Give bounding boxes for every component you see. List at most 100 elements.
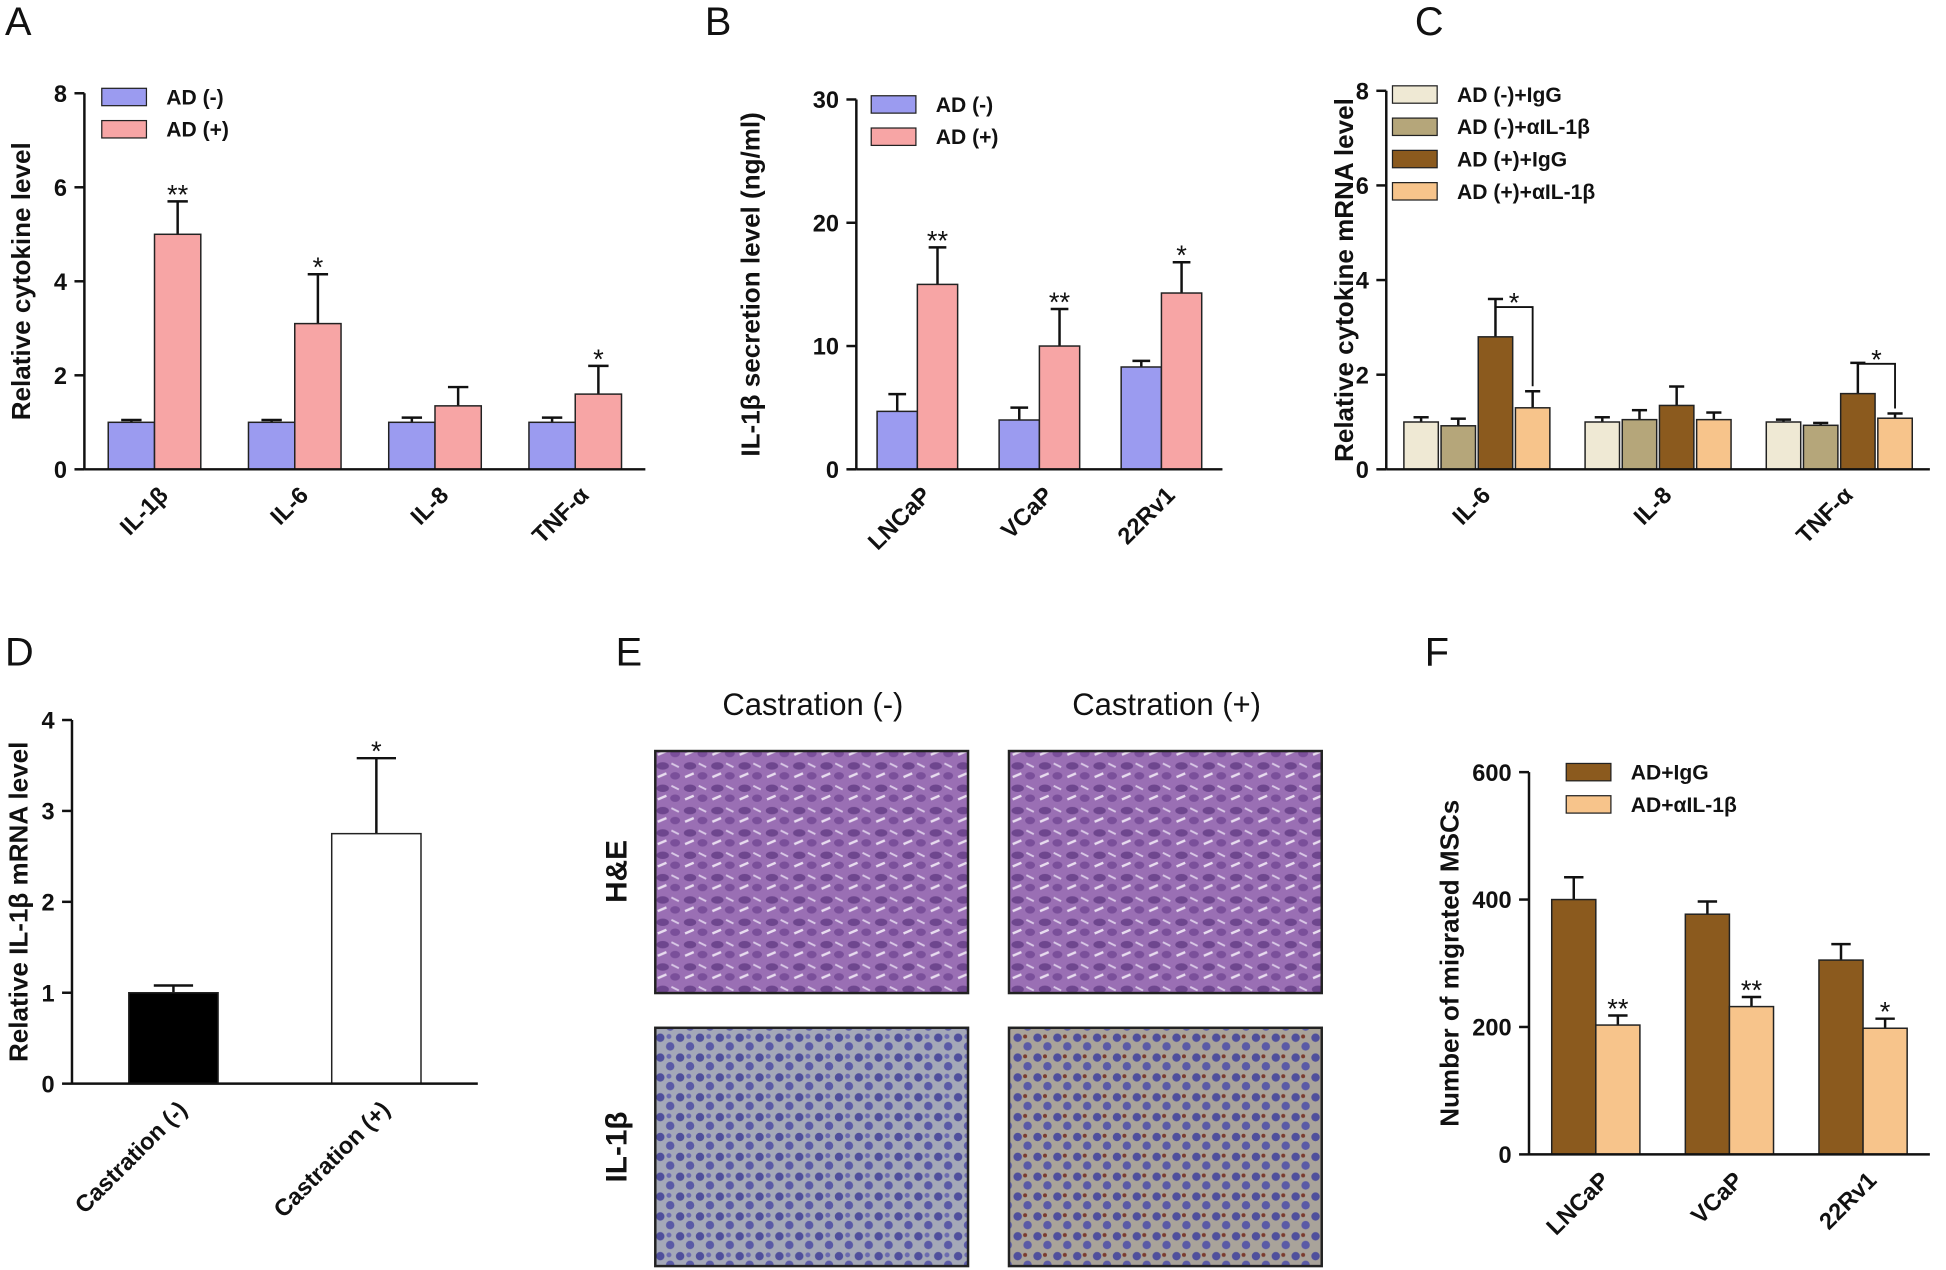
legend-swatch bbox=[870, 95, 917, 114]
significance-label: * bbox=[593, 343, 604, 374]
y-tick-label: 0 bbox=[826, 457, 839, 483]
bar bbox=[998, 419, 1041, 471]
bar bbox=[1684, 913, 1731, 1156]
legend-label: AD (+) bbox=[936, 126, 999, 149]
column-label: Castration (+) bbox=[1072, 687, 1261, 722]
y-tick-label: 0 bbox=[1356, 457, 1369, 483]
y-tick-label: 30 bbox=[813, 87, 839, 113]
legend-label: AD+IgG bbox=[1631, 762, 1709, 785]
legend-swatch bbox=[1391, 149, 1438, 169]
bar bbox=[330, 832, 422, 1085]
bar bbox=[387, 421, 436, 471]
x-tick-label: 22Rv1 bbox=[1112, 482, 1180, 550]
y-axis-label: Number of migrated MSCs bbox=[1434, 800, 1464, 1127]
significance-label: * bbox=[1509, 287, 1520, 318]
significance-label: ** bbox=[927, 225, 949, 256]
chart-panel: D * Castration (-) Castration (+) 0 1 2 3 4 Relat… bbox=[3, 630, 478, 1222]
panel-label: C bbox=[1415, 0, 1444, 44]
x-tick-label: VCaP bbox=[1686, 1167, 1748, 1229]
y-tick-label: 400 bbox=[1472, 887, 1511, 913]
x-tick-label: LNCaP bbox=[863, 482, 936, 555]
y-axis-label: Relative cytokine level bbox=[6, 142, 36, 420]
bar bbox=[1595, 1024, 1641, 1156]
x-tick-label: 22Rv1 bbox=[1814, 1167, 1882, 1235]
y-axis-label: IL-1β secretion level (ng/ml) bbox=[736, 112, 766, 456]
legend-label: AD (-) bbox=[166, 86, 223, 109]
y-tick-label: 20 bbox=[813, 210, 839, 236]
legend-label: AD (-)+IgG bbox=[1457, 84, 1562, 107]
bar bbox=[1550, 898, 1597, 1156]
bar bbox=[1120, 366, 1163, 471]
x-tick-label: IL-8 bbox=[405, 482, 453, 530]
y-tick-label: 6 bbox=[1356, 173, 1369, 199]
x-tick-label: Castration (+) bbox=[268, 1096, 394, 1222]
x-tick-label: IL-6 bbox=[265, 482, 313, 530]
panel-label: B bbox=[705, 0, 731, 44]
x-tick-label: IL-8 bbox=[1628, 482, 1676, 530]
bar bbox=[1877, 417, 1913, 471]
panel-label: A bbox=[5, 0, 32, 44]
legend-swatch bbox=[1565, 795, 1612, 814]
significance-label: ** bbox=[1607, 993, 1629, 1024]
y-tick-label: 10 bbox=[813, 334, 839, 360]
bar bbox=[876, 410, 919, 471]
bar bbox=[1862, 1027, 1908, 1156]
y-tick-label: 0 bbox=[1499, 1142, 1512, 1168]
legend-label: AD (+)+αIL-1β bbox=[1457, 181, 1595, 204]
x-tick-label: VCaP bbox=[996, 482, 1058, 544]
bar bbox=[528, 421, 576, 471]
bar bbox=[1403, 421, 1440, 471]
micrograph bbox=[1007, 749, 1323, 995]
x-tick-label: TNF-α bbox=[527, 481, 594, 548]
bar bbox=[1440, 425, 1477, 471]
y-tick-label: 1 bbox=[41, 980, 54, 1006]
significance-label: * bbox=[1871, 344, 1882, 375]
legend-swatch bbox=[1391, 182, 1438, 201]
bar bbox=[1818, 959, 1864, 1156]
y-tick-label: 8 bbox=[1356, 78, 1369, 104]
panel-label: D bbox=[5, 630, 34, 674]
y-tick-label: 6 bbox=[54, 175, 67, 201]
bar bbox=[1839, 392, 1876, 471]
micrograph bbox=[1007, 1026, 1323, 1268]
bar bbox=[1695, 418, 1732, 471]
row-label: IL-1β bbox=[601, 1111, 634, 1182]
bar bbox=[1584, 421, 1621, 471]
legend-label: AD+αIL-1β bbox=[1631, 794, 1737, 817]
panel-label: E bbox=[616, 630, 642, 674]
y-tick-label: 4 bbox=[54, 269, 67, 295]
bar bbox=[916, 283, 959, 471]
y-tick-label: 0 bbox=[54, 457, 67, 483]
bar bbox=[247, 421, 296, 471]
bar bbox=[1038, 345, 1081, 471]
histology-panel: E Castration (-) Castration (+) H&E IL-1… bbox=[601, 630, 1323, 1268]
y-tick-label: 4 bbox=[1356, 268, 1369, 294]
y-tick-label: 2 bbox=[1356, 362, 1369, 388]
bar bbox=[574, 393, 623, 471]
significance-label: * bbox=[1880, 996, 1891, 1027]
bar bbox=[1621, 418, 1658, 471]
bar bbox=[434, 405, 483, 471]
significance-label: ** bbox=[1049, 287, 1071, 318]
significance-bracket bbox=[1857, 362, 1896, 409]
bar bbox=[153, 233, 202, 471]
y-tick-label: 0 bbox=[41, 1071, 54, 1097]
bar bbox=[1477, 336, 1514, 471]
legend-swatch bbox=[870, 127, 917, 147]
legend-swatch bbox=[1391, 85, 1438, 104]
y-tick-label: 8 bbox=[54, 81, 67, 107]
bar bbox=[128, 991, 219, 1085]
y-tick-label: 200 bbox=[1472, 1015, 1511, 1041]
y-axis-label: Relative IL-1β mRNA level bbox=[3, 742, 33, 1062]
legend-swatch bbox=[101, 119, 148, 139]
legend-swatch bbox=[1391, 117, 1438, 137]
legend-label: AD (-) bbox=[936, 94, 993, 117]
legend-swatch bbox=[1565, 762, 1612, 782]
y-tick-label: 3 bbox=[41, 799, 54, 825]
bar bbox=[1728, 1005, 1775, 1156]
legend-label: AD (+)+IgG bbox=[1457, 148, 1567, 171]
